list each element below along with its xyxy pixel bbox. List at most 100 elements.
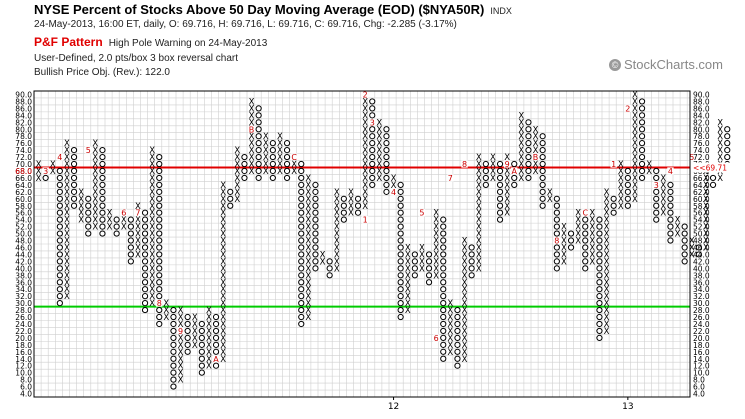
pnf-o-box: [99, 181, 106, 188]
pnf-x-box: X: [717, 125, 723, 135]
pnf-x-box: X: [376, 132, 382, 142]
pnf-o-box: [454, 313, 461, 321]
pnf-x-box: X: [604, 271, 610, 281]
pnf-x-box: X: [305, 257, 311, 267]
pnf-o-box: [298, 181, 305, 188]
pnf-x-box: X: [305, 264, 311, 274]
y-tick-label-right: 8.0: [693, 376, 705, 385]
pnf-o-box: [198, 369, 205, 376]
pnf-x-box: X: [433, 257, 439, 267]
pnf-x-box: X: [504, 209, 510, 219]
pnf-o-box: [667, 216, 674, 223]
pnf-x-box: X: [149, 209, 155, 219]
month-marker-bg: [56, 153, 64, 161]
y-tick-label-right: 26.0: [693, 313, 710, 322]
pnf-x-box: X: [192, 320, 198, 330]
pnf-o-box: [383, 160, 390, 168]
pnf-o-box: [70, 195, 78, 202]
pnf-x-box: X: [433, 237, 439, 247]
pnf-o-box: [156, 237, 163, 244]
pnf-x-box: X: [362, 118, 368, 128]
pnf-x-box: X: [689, 243, 695, 253]
pnf-o-box: [596, 216, 603, 223]
y-tick-label-left: 58.0: [15, 202, 32, 211]
pnf-x-box: X: [476, 174, 482, 184]
y-tick-label-right: 42.0: [693, 257, 710, 266]
pnf-o-box: [141, 286, 149, 293]
pnf-o-box: [127, 258, 134, 265]
pnf-o-box: [156, 265, 163, 272]
pnf-x-box: X: [220, 292, 226, 302]
pnf-o-box: [724, 126, 731, 133]
pnf-x-box: X: [206, 334, 212, 344]
y-tick-label-left: 30.0: [15, 299, 32, 308]
pnf-o-box: [383, 133, 390, 140]
month-marker: C: [291, 153, 297, 162]
pnf-o-box: [624, 167, 631, 175]
month-marker-bg: [177, 327, 184, 335]
pnf-x-box: X: [135, 202, 141, 212]
pnf-o-box: [340, 216, 347, 223]
pnf-o-box: [198, 341, 205, 348]
pnf-o-box: [170, 348, 177, 355]
pnf-x-box: X: [362, 139, 368, 149]
pnf-o-box: [227, 188, 234, 195]
pnf-x-box: X: [717, 132, 723, 142]
month-marker: 4: [391, 188, 396, 197]
pnf-x-box: X: [632, 153, 638, 163]
pnf-o-box: [638, 140, 646, 147]
pnf-o-box: [212, 348, 220, 355]
pnf-x-box: X: [178, 313, 184, 323]
pnf-o-box: [596, 244, 603, 251]
pnf-o-box: [468, 272, 475, 279]
y-tick-label-left: 46.0: [15, 243, 32, 252]
pnf-o-box: [397, 293, 404, 300]
pnf-o-box: [468, 258, 475, 265]
month-marker: 1: [611, 160, 616, 169]
pnf-x-box: X: [163, 313, 169, 323]
pnf-x-box: X: [476, 257, 482, 267]
pnf-x-box: X: [504, 195, 510, 205]
pnf-x-box: X: [476, 188, 482, 198]
pnf-x-box: X: [305, 250, 311, 260]
pnf-x-box: X: [149, 299, 155, 309]
pnf-o-box: [425, 251, 433, 258]
pnf-o-box: [156, 188, 163, 195]
pnf-x-box: X: [64, 188, 70, 198]
y-tick-label-left: 90.0: [15, 90, 32, 99]
pnf-x-box: X: [334, 216, 340, 226]
pnf-o-box: [70, 147, 78, 154]
pnf-x-box: X: [447, 334, 453, 344]
pnf-x-box: X: [320, 250, 326, 260]
pnf-x-box: X: [220, 230, 226, 240]
pnf-x-box: X: [220, 243, 226, 253]
pnf-x-box: X: [64, 230, 70, 240]
pnf-o-box: [184, 320, 191, 328]
current-value-bg: [691, 162, 731, 173]
pnf-x-box: X: [504, 181, 510, 191]
pnf-x-box: X: [476, 223, 482, 233]
pnf-x-box: X: [92, 209, 98, 219]
pnf-x-box: X: [220, 341, 226, 351]
pnf-x-box: X: [277, 153, 283, 163]
pnf-x-box: X: [447, 313, 453, 323]
pnf-x-box: X: [92, 167, 98, 177]
pnf-o-box: [312, 237, 319, 244]
pnf-x-box: X: [462, 292, 468, 302]
pnf-x-box: X: [391, 174, 397, 184]
pnf-x-box: X: [64, 216, 70, 226]
pnf-o-box: [454, 355, 461, 362]
pnf-x-box: X: [362, 167, 368, 177]
pnf-o-box: [596, 258, 603, 265]
pnf-x-box: X: [277, 132, 283, 142]
pnf-x-box: X: [64, 292, 70, 302]
pnf-x-box: X: [362, 188, 368, 198]
pnf-x-box: X: [305, 188, 311, 198]
pnf-o-box: [440, 279, 447, 286]
pnf-x-box: X: [249, 153, 255, 163]
pnf-o-box: [553, 251, 560, 258]
y-tick-label-right: 40.0: [693, 264, 710, 273]
pnf-o-box: [397, 286, 404, 293]
pnf-o-box: [255, 140, 262, 147]
y-tick-label-left: 76.0: [15, 139, 32, 148]
